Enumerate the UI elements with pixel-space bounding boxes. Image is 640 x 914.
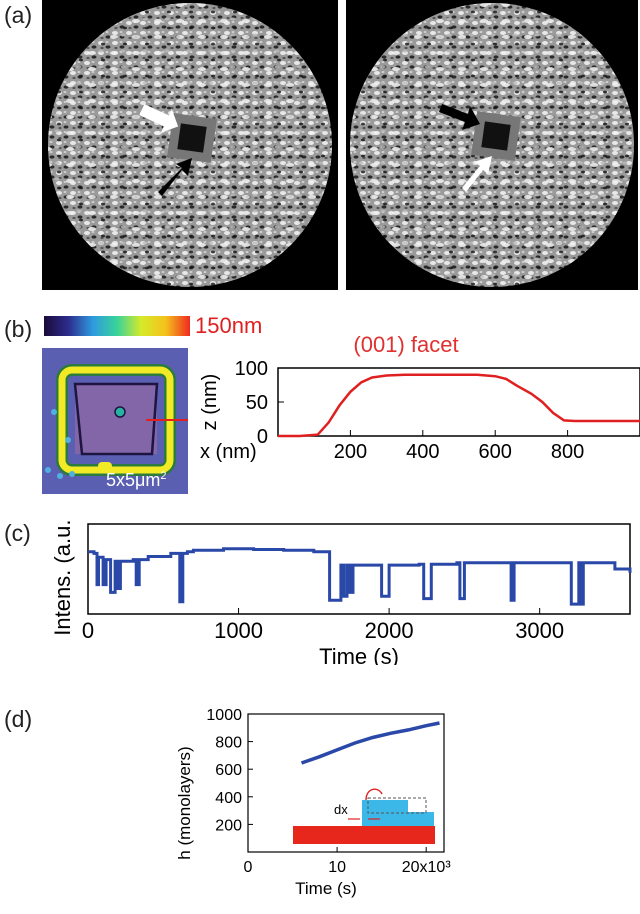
growth-ytick-label: 200 <box>215 817 242 834</box>
inset-substrate-block <box>293 826 435 844</box>
inset-dashed-outline <box>367 797 427 814</box>
black-arrow-icon <box>158 158 192 196</box>
growth-series-line <box>300 721 440 765</box>
trace-xtick-label: 3000 <box>515 618 564 643</box>
profile-ytick-label: 100 <box>235 358 268 380</box>
panel-label-b: (b) <box>4 316 33 342</box>
trace-xtick-label: 1000 <box>214 618 263 643</box>
stm-image-left <box>42 0 338 290</box>
trace-xtick-label: 0 <box>82 618 94 643</box>
profile-ylabel: z (nm) <box>199 374 221 431</box>
growth-ytick-label: 1000 <box>206 707 242 724</box>
black-arrow-icon <box>439 104 480 130</box>
panel-label-a: (a) <box>4 2 33 28</box>
profile-xtick-label: 600 <box>479 441 512 463</box>
profile-ytick-label: 0 <box>257 426 268 448</box>
growth-ylabel: h (monolayers) <box>175 746 194 859</box>
growth-ytick-label: 800 <box>215 735 242 752</box>
trace-xtick-label: 2000 <box>365 618 414 643</box>
growth-xlabel: Time (s) <box>295 879 357 898</box>
growth-xtick-label: 0 <box>244 859 253 876</box>
growth-xtick-label: 10 <box>328 859 346 876</box>
pit-feature <box>471 111 521 161</box>
trace-ylabel: Intens. (a.u.) <box>50 520 75 636</box>
growth-frame <box>247 713 445 853</box>
afm-scale-text: 5x5μm <box>106 470 161 490</box>
inset-lower-step <box>362 812 434 826</box>
afm-scale-label: 5x5μm2 <box>106 470 167 491</box>
panel-label-c: (c) <box>4 520 31 546</box>
growth-ytick-label: 600 <box>215 762 242 779</box>
growth-inset-schematic: dx <box>293 788 435 844</box>
profile-chart: (001) facet 0 50 100 200 400 600 800 z (nm) x (n… <box>199 332 640 463</box>
profile-xtick-label: 400 <box>406 441 439 463</box>
trace-xlabel: Time (s) <box>319 644 399 665</box>
growth-xtick-label: 20x10³ <box>402 859 452 876</box>
profile-series-line <box>278 373 640 438</box>
colorbar-max-label: 150nm <box>195 313 263 338</box>
afm-scale-sup: 2 <box>160 470 167 482</box>
inset-upper-step <box>362 800 408 814</box>
pit-feature <box>167 113 217 163</box>
profile-xtick-label: 200 <box>334 441 367 463</box>
trace-frame <box>87 523 631 615</box>
trace-series-line <box>88 547 632 606</box>
afm-image: 5x5μm2 <box>42 348 188 494</box>
profile-ytick-label: 50 <box>246 392 268 414</box>
profile-frame <box>277 367 640 437</box>
stm-image-right <box>346 0 638 290</box>
growth-chart: 200 400 600 800 1000 0 10 20x10³ h (monolayers) T… <box>175 707 452 898</box>
profile-xlabel: x (nm) <box>200 441 257 463</box>
panel-label-d: (d) <box>4 706 33 732</box>
inset-curved-arrow <box>365 788 383 801</box>
white-arrow-icon <box>462 156 492 192</box>
trace-chart: 0 1000 2000 3000 Intens. (a.u.) Time (s) <box>50 520 632 665</box>
growth-ytick-label: 400 <box>215 790 242 807</box>
profile-xtick-label: 800 <box>551 441 584 463</box>
profile-title: (001) facet <box>353 332 458 357</box>
white-arrow-icon <box>139 104 179 133</box>
colorbar <box>44 316 190 336</box>
inset-dx-label: dx <box>334 802 348 817</box>
